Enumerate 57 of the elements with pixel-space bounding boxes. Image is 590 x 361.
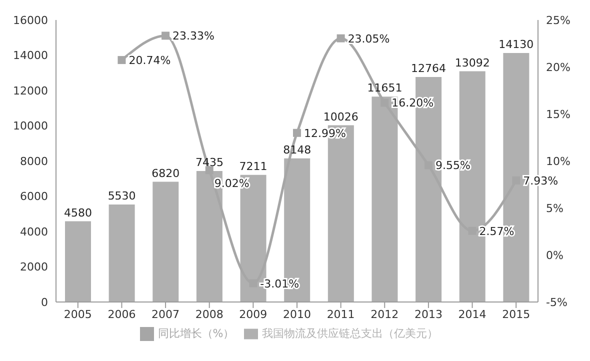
point [336, 34, 345, 42]
y2-tick-label: 10% [546, 154, 570, 168]
data-label: 5530 [108, 190, 136, 203]
legend-label: 同比增长（%） [158, 327, 234, 340]
bar [152, 182, 179, 302]
y-tick-label: 12000 [13, 84, 48, 98]
x-tick-label: 2012 [370, 308, 399, 321]
data-label: 7211 [239, 160, 268, 173]
x-tick-label: 2010 [283, 308, 311, 321]
data-label: 9.02% [214, 177, 250, 190]
data-label: 12764 [411, 62, 446, 76]
data-label: 4580 [64, 206, 92, 220]
data-label: 6820 [152, 166, 180, 180]
y-tick-label: 14000 [13, 49, 48, 62]
data-label: 10026 [323, 110, 358, 124]
y-tick-label: 0 [41, 296, 48, 309]
point [205, 166, 214, 174]
y2-tick-label: -5% [546, 296, 568, 309]
x-tick-label: 2006 [108, 308, 136, 321]
data-label: 23.33% [172, 30, 214, 43]
x-tick-label: 2008 [195, 308, 224, 321]
data-label: 20.74% [128, 54, 171, 68]
y-tick-label: 8000 [20, 154, 48, 168]
point [380, 98, 389, 107]
data-label: 13092 [454, 56, 490, 70]
x-tick-label: 2005 [64, 308, 92, 321]
x-tick-label: 2009 [239, 308, 268, 321]
bar [108, 204, 135, 302]
point [293, 128, 301, 137]
data-label: 7435 [195, 156, 224, 169]
y2-tick-label: 5% [546, 202, 564, 215]
data-label: 23.05% [348, 32, 390, 46]
y-tick-label: 16000 [13, 14, 48, 27]
x-tick-label: 2014 [458, 308, 486, 321]
legend-label: 我国物流及供应链总支出（亿美元） [262, 327, 438, 340]
y2-tick-label: 15% [546, 108, 570, 121]
y2-tick-label: 25% [546, 14, 570, 27]
data-label: 2.57% [479, 224, 514, 238]
y-tick-label: 10000 [13, 120, 48, 133]
x-tick-label: 2011 [326, 308, 355, 321]
y-tick-label: 6000 [20, 190, 48, 204]
x-tick-label: 2015 [502, 308, 530, 321]
data-label: 8148 [283, 143, 312, 156]
point [162, 32, 170, 40]
data-label: 9.55% [435, 159, 470, 172]
data-label: 14130 [498, 38, 534, 51]
x-tick-label: 2013 [414, 308, 442, 321]
data-label: 12.99% [304, 126, 346, 140]
y-tick-label: 4000 [20, 225, 48, 238]
y2-tick-label: 20% [546, 60, 570, 74]
data-label: 7.93% [523, 174, 558, 188]
bar [65, 221, 91, 302]
data-label: 11651 [367, 82, 402, 95]
x-tick-label: 2007 [152, 308, 180, 321]
y-tick-label: 2000 [20, 260, 48, 274]
y2-tick-label: 0% [546, 248, 564, 262]
point [118, 56, 126, 64]
